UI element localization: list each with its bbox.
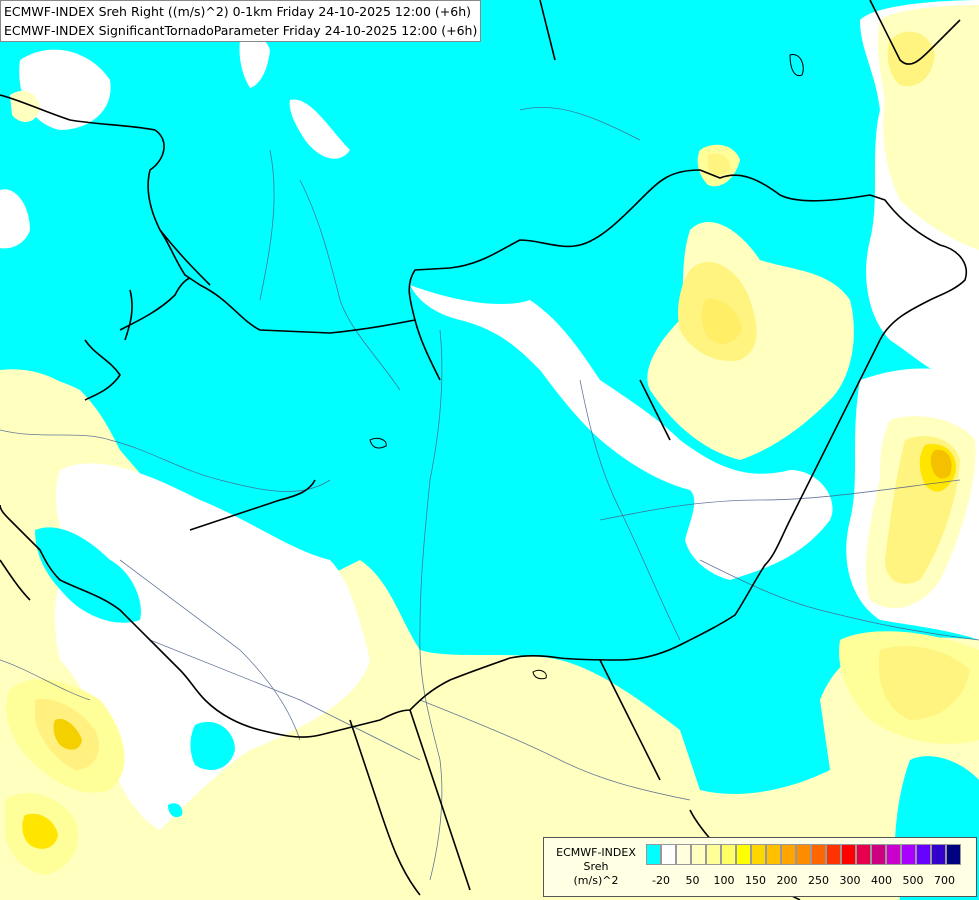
pale-yellow-region-south	[0, 374, 979, 900]
legend-tick-label: 500	[902, 874, 924, 887]
map-title-line1: ECMWF-INDEX Sreh Right ((m/s)^2) 0-1km F…	[4, 4, 472, 19]
yellow-sw2-core	[22, 813, 58, 849]
yellow-southeast	[878, 646, 970, 720]
legend-swatch	[916, 844, 931, 865]
legend-label: ECMWF-INDEX Sreh (m/s)^2	[548, 846, 644, 888]
legend-variable: Sreh	[583, 860, 609, 873]
legend-swatch	[721, 844, 736, 865]
legend-swatch	[826, 844, 841, 865]
legend-tick-label: 250	[808, 874, 829, 887]
legend-tick-label: 50	[685, 874, 700, 887]
white-streak-north	[239, 34, 270, 88]
pale-yellow-patch-northwest	[10, 90, 40, 122]
legend-tick-label: 700	[934, 874, 955, 887]
legend-swatch	[661, 844, 676, 865]
legend-swatch	[736, 844, 751, 865]
orange-east-edge	[930, 449, 952, 479]
orange-sw-core	[53, 718, 82, 750]
legend-swatch	[706, 844, 721, 865]
legend-swatch	[871, 844, 886, 865]
legend-swatch	[886, 844, 901, 865]
legend-swatch	[646, 844, 661, 865]
legend-swatch	[751, 844, 766, 865]
legend-swatch	[931, 844, 946, 865]
legend-swatch	[856, 844, 871, 865]
legend-swatch	[766, 844, 781, 865]
white-streak-north-2	[289, 99, 350, 159]
yellow-east-core	[701, 299, 742, 344]
cyan-pocket-1	[35, 527, 141, 623]
legend-swatch	[841, 844, 856, 865]
legend-tick-label: -20	[652, 874, 670, 887]
white-zone-central-east	[410, 285, 833, 580]
cyan-pocket-2	[190, 721, 235, 770]
legend-tick-label: 200	[776, 874, 798, 887]
white-zone-southwest	[54, 463, 370, 830]
cyan-pocket-3	[168, 803, 183, 818]
legend-swatch	[811, 844, 826, 865]
legend-title: ECMWF-INDEX	[556, 846, 636, 859]
lakes	[369, 54, 804, 680]
legend-ticks: -20 50 100 150 200 250 300 400 500 700	[646, 874, 976, 890]
map-title-line2: ECMWF-INDEX SignificantTornadoParameter …	[4, 23, 478, 38]
legend-swatch	[901, 844, 916, 865]
legend-tick-label: 400	[871, 874, 892, 887]
yellow-northeast-core	[887, 31, 935, 87]
legend-unit: (m/s)^2	[573, 874, 619, 887]
white-patch-west	[0, 189, 30, 249]
yellow-north	[708, 153, 731, 176]
legend-tick-label: 300	[839, 874, 861, 887]
legend-swatch	[946, 844, 961, 865]
legend-tick-label: 150	[745, 874, 766, 887]
rivers	[0, 106, 979, 881]
legend-swatch	[781, 844, 796, 865]
legend-swatch	[676, 844, 691, 865]
legend-swatch	[691, 844, 706, 865]
legend-swatch	[796, 844, 811, 865]
legend-tick-label: 100	[713, 874, 735, 887]
legend-swatches	[646, 844, 961, 865]
map-title-box: ECMWF-INDEX Sreh Right ((m/s)^2) 0-1km F…	[0, 0, 482, 42]
color-legend: ECMWF-INDEX Sreh (m/s)^2 -20 50 100 150 200 2…	[543, 837, 977, 897]
